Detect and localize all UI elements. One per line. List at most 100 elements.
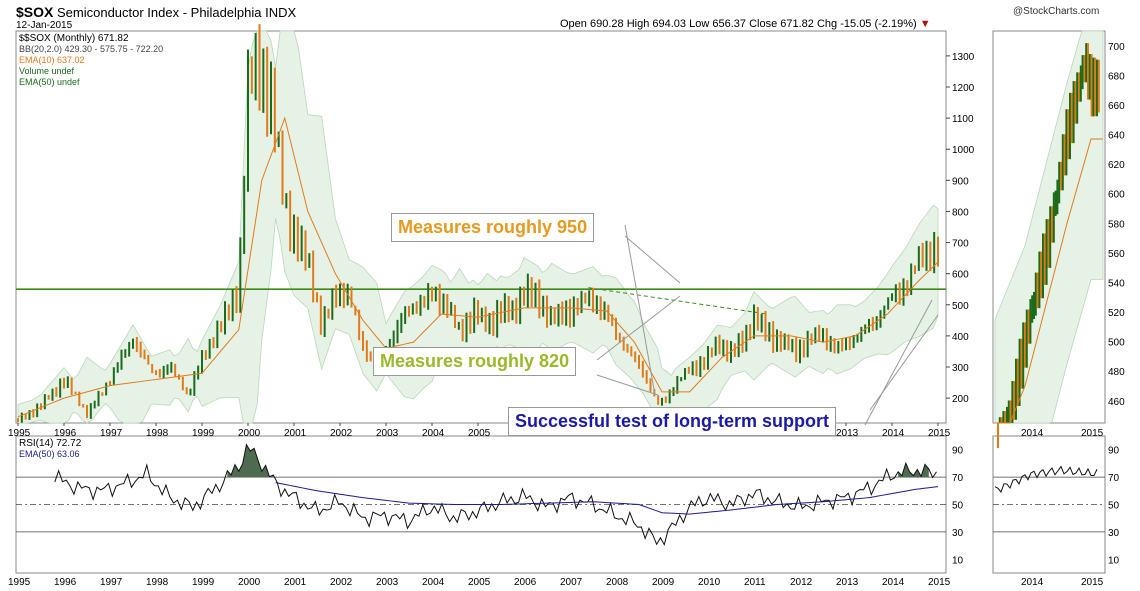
rsi-y-tick-label: 30 <box>952 528 964 539</box>
x-tick-label: 2013 <box>836 428 859 439</box>
rsi-x-tick-label: 2006 <box>514 577 537 588</box>
y-tick-label: 1200 <box>952 83 975 94</box>
x-tick-label: 2015 <box>928 428 951 439</box>
callout-820: Measures roughly 820 <box>373 347 577 376</box>
rsi-line <box>54 443 937 546</box>
high-label: High <box>626 18 650 30</box>
y-tick-label: 900 <box>952 176 969 187</box>
x-tick-label: 1998 <box>146 428 169 439</box>
x-tick-label: 2001 <box>284 428 307 439</box>
zoom-ema-line <box>995 138 1103 424</box>
zoom-y-tick-label: 460 <box>1108 397 1125 408</box>
zoom-y-tick-label: 560 <box>1108 249 1125 260</box>
legend-bb: BB(20,2.0) 429.30 - 575.75 - 722.20 <box>19 44 164 54</box>
y-tick-label: 1000 <box>952 145 975 156</box>
open-label: Open <box>560 18 587 30</box>
rsi-y-tick-label: 50 <box>952 501 964 512</box>
y-tick-label: 1100 <box>952 114 974 125</box>
zoom-rsi-y-tick-label: 90 <box>1108 446 1120 457</box>
rsi-x-tick-label: 1995 <box>8 577 31 588</box>
rsi-overbought-fill <box>898 463 929 478</box>
rsi-x-tick-label: 2011 <box>744 577 766 588</box>
rsi-y-tick-label: 70 <box>952 473 964 484</box>
zoom-rsi-line <box>994 465 1098 493</box>
exchange: INDX <box>265 5 297 20</box>
zoom-rsi-y-tick-label: 10 <box>1108 555 1120 566</box>
zoom-x-tick-label: 2015 <box>1081 428 1104 439</box>
zoom-y-tick-label: 480 <box>1108 367 1125 378</box>
y-tick-label: 200 <box>952 394 969 405</box>
legend: $$SOX (Monthly) 671.82 BB(20,2.0) 429.30… <box>19 33 163 88</box>
rsi-x-tick-label: 2002 <box>330 577 353 588</box>
rsi-legend: RSI(14) 72.72 EMA(50) 63.06 <box>19 438 81 460</box>
x-tick-label: 1997 <box>100 428 123 439</box>
zoom-y-tick-label: 520 <box>1108 308 1125 319</box>
zoom-y-tick-label: 700 <box>1108 42 1125 53</box>
rsi-x-tick-label: 2001 <box>284 577 307 588</box>
rsi-layer: 10 10 30 30 50 50 70 70 90 90 <box>16 443 1120 566</box>
zoom-rsi-y-tick-label: 30 <box>1108 528 1120 539</box>
zoom-y-tick-label: 620 <box>1108 160 1125 171</box>
chg-down-icon: ▼ <box>919 18 931 30</box>
symbol: $SOX <box>16 4 54 20</box>
legend-volume: Volume undef <box>19 66 75 76</box>
dashed-trendline <box>588 287 768 315</box>
rsi-x-tick-label: 1997 <box>100 577 123 588</box>
rsi-x-tick-label: 1998 <box>146 577 169 588</box>
y-tick-label: 600 <box>952 270 969 281</box>
y-tick-label: 500 <box>952 301 969 312</box>
zoom-rsi-y-tick-label: 50 <box>1108 501 1120 512</box>
rsi-x-tick-label: 2009 <box>652 577 675 588</box>
zoom-y-tick-label: 580 <box>1108 219 1125 230</box>
rsi-x-tick-label: 2000 <box>238 577 261 588</box>
zoom-y-tick-label: 540 <box>1108 278 1125 289</box>
zoom-rsi-x-tick-label: 2015 <box>1081 577 1104 588</box>
ema-layer <box>17 116 939 418</box>
rsi-legend-ema: EMA(50) 63.06 <box>19 449 80 459</box>
zoom-rsi-y-tick-label: 70 <box>1108 473 1120 484</box>
rsi-y-tick-label: 10 <box>952 555 964 566</box>
zoom-y-tick-label: 660 <box>1108 101 1125 112</box>
watermark: @StockCharts.com <box>1013 6 1100 17</box>
chg-value: -15.05 (-2.19%) <box>840 18 917 30</box>
rsi-y-tick-label: 90 <box>952 446 964 457</box>
rsi-overbought-fill <box>227 444 274 478</box>
callout-support: Successful test of long-term support <box>508 407 837 436</box>
callout-pointer-lines <box>596 224 939 426</box>
axis-ticks-layer: 200 300 400 500 600 700 800 900 1000 1100 1200 1300… <box>8 52 975 588</box>
rsi-legend-value: RSI(14) 72.72 <box>19 438 82 449</box>
x-tick-label: 2003 <box>376 428 399 439</box>
callout-950: Measures roughly 950 <box>391 213 595 242</box>
close-label: Close <box>749 18 778 30</box>
y-tick-label: 300 <box>952 363 969 374</box>
callout-820-pointer <box>596 374 659 396</box>
rsi-x-tick-label: 2003 <box>376 577 399 588</box>
callout-820-pointer <box>596 295 681 361</box>
price-bars-layer <box>17 24 939 423</box>
chart-title: $SOX Semiconductor Index - Philadelphia … <box>16 4 296 20</box>
rsi-x-tick-label: 2013 <box>836 577 859 588</box>
legend-ema10: EMA(10) 637.02 <box>19 55 85 65</box>
rsi-x-tick-label: 2015 <box>928 577 951 588</box>
y-tick-label: 700 <box>952 239 969 250</box>
ema10-line <box>17 116 939 418</box>
rsi-x-tick-label: 1999 <box>192 577 215 588</box>
callout-support-pointer <box>864 299 933 426</box>
rsi-ema-line <box>275 482 939 515</box>
ohlc-summary: Open 690.28 High 694.03 Low 656.37 Close… <box>560 18 931 30</box>
callout-950-pointer <box>624 224 656 396</box>
close-value: 671.82 <box>780 18 814 30</box>
rsi-x-tick-label: 2012 <box>790 577 813 588</box>
y-tick-label: 800 <box>952 207 969 218</box>
x-tick-label: 2004 <box>422 428 445 439</box>
x-tick-label: 2005 <box>468 428 491 439</box>
low-value: 656.37 <box>712 18 747 30</box>
y-tick-label: 1300 <box>952 52 975 63</box>
high-value: 694.03 <box>652 18 687 30</box>
zoom-y-tick-label: 600 <box>1108 190 1125 201</box>
x-tick-label: 2000 <box>238 428 261 439</box>
legend-ema50: EMA(50) undef <box>19 77 80 87</box>
rsi-x-tick-label: 2014 <box>882 577 905 588</box>
